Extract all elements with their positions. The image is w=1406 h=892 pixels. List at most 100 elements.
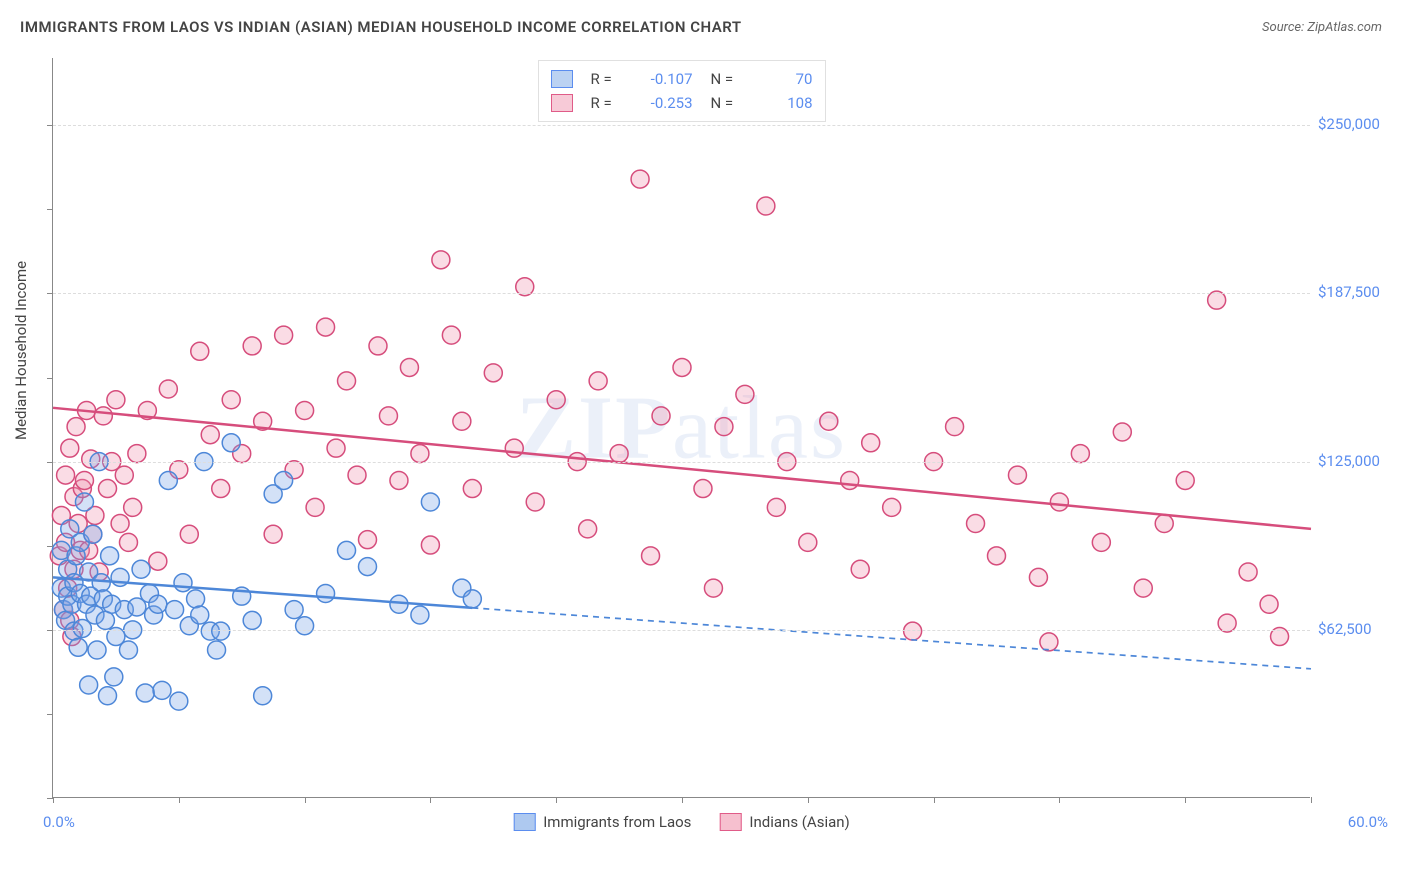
scatter-point-blue	[136, 684, 154, 702]
scatter-point-pink	[484, 364, 502, 382]
scatter-point-pink	[610, 445, 628, 463]
scatter-point-pink	[851, 560, 869, 578]
scatter-point-blue	[187, 590, 205, 608]
scatter-point-pink	[128, 445, 146, 463]
scatter-point-pink	[1176, 471, 1194, 489]
scatter-point-pink	[1040, 633, 1058, 651]
x-tick-mark	[1311, 797, 1312, 803]
scatter-point-pink	[432, 251, 450, 269]
scatter-point-pink	[736, 385, 754, 403]
scatter-point-pink	[57, 466, 75, 484]
scatter-point-blue	[254, 687, 272, 705]
scatter-point-pink	[463, 480, 481, 498]
scatter-point-pink	[453, 412, 471, 430]
scatter-point-pink	[526, 493, 544, 511]
chart-header: IMMIGRANTS FROM LAOS VS INDIAN (ASIAN) M…	[0, 0, 1406, 44]
scatter-point-blue	[84, 525, 102, 543]
scatter-svg	[53, 58, 1310, 797]
x-tick-mark	[556, 797, 557, 803]
scatter-point-blue	[411, 606, 429, 624]
scatter-point-pink	[317, 318, 335, 336]
scatter-point-blue	[105, 668, 123, 686]
x-tick-mark	[1059, 797, 1060, 803]
scatter-point-blue	[208, 641, 226, 659]
legend-r-value-pink: -0.253	[635, 94, 693, 112]
chart-source: Source: ZipAtlas.com	[1262, 20, 1382, 35]
scatter-point-blue	[222, 434, 240, 452]
scatter-point-blue	[174, 574, 192, 592]
scatter-point-blue	[149, 595, 167, 613]
scatter-point-pink	[1092, 533, 1110, 551]
y-tick-mark	[47, 630, 53, 631]
scatter-point-pink	[67, 418, 85, 436]
scatter-point-pink	[379, 407, 397, 425]
scatter-point-pink	[390, 471, 408, 489]
scatter-point-pink	[704, 579, 722, 597]
scatter-point-blue	[243, 611, 261, 629]
y-tick-mark	[47, 546, 53, 547]
scatter-point-blue	[166, 601, 184, 619]
scatter-point-pink	[222, 391, 240, 409]
scatter-point-blue	[390, 595, 408, 613]
x-tick-mark	[53, 797, 54, 803]
scatter-point-pink	[61, 439, 79, 457]
y-tick-mark	[47, 714, 53, 715]
scatter-point-pink	[149, 552, 167, 570]
y-tick-label: $187,500	[1318, 283, 1400, 301]
scatter-point-pink	[1155, 515, 1173, 533]
scatter-point-blue	[191, 606, 209, 624]
scatter-point-blue	[75, 493, 93, 511]
scatter-point-blue	[285, 601, 303, 619]
x-tick-mark	[934, 797, 935, 803]
scatter-point-pink	[1260, 595, 1278, 613]
scatter-point-pink	[306, 498, 324, 516]
legend-n-value-blue: 70	[755, 70, 813, 88]
x-tick-mark	[1185, 797, 1186, 803]
y-tick-mark	[47, 378, 53, 379]
scatter-point-blue	[463, 590, 481, 608]
y-tick-label: $250,000	[1318, 115, 1400, 133]
legend-n-label: N =	[711, 94, 737, 112]
scatter-point-pink	[1029, 568, 1047, 586]
legend-series: Immigrants from Laos Indians (Asian)	[513, 813, 850, 831]
scatter-point-pink	[799, 533, 817, 551]
scatter-point-pink	[862, 434, 880, 452]
scatter-point-blue	[359, 558, 377, 576]
scatter-point-pink	[967, 515, 985, 533]
x-tick-mark	[305, 797, 306, 803]
scatter-point-blue	[69, 638, 87, 656]
scatter-point-pink	[99, 480, 117, 498]
gridline	[53, 293, 1310, 294]
gridline	[53, 462, 1310, 463]
scatter-point-pink	[904, 622, 922, 640]
gridline	[53, 125, 1310, 126]
scatter-point-pink	[159, 380, 177, 398]
scatter-point-blue	[132, 560, 150, 578]
scatter-point-pink	[767, 498, 785, 516]
y-tick-label: $125,000	[1318, 452, 1400, 470]
scatter-point-pink	[579, 520, 597, 538]
scatter-point-pink	[124, 498, 142, 516]
scatter-point-pink	[883, 498, 901, 516]
scatter-point-pink	[757, 197, 775, 215]
y-tick-label: $62,500	[1318, 620, 1400, 638]
scatter-point-pink	[421, 536, 439, 554]
legend-stats-row-blue: R = -0.107 N = 70	[551, 67, 813, 91]
x-tick-mark	[430, 797, 431, 803]
legend-swatch-pink	[719, 813, 741, 831]
scatter-point-blue	[170, 692, 188, 710]
scatter-point-pink	[589, 372, 607, 390]
scatter-point-pink	[111, 515, 129, 533]
y-tick-mark	[47, 125, 53, 126]
scatter-point-pink	[400, 358, 418, 376]
legend-stats-box: R = -0.107 N = 70 R = -0.253 N = 108	[538, 60, 826, 122]
scatter-point-pink	[988, 547, 1006, 565]
scatter-point-pink	[201, 426, 219, 444]
scatter-point-blue	[296, 617, 314, 635]
chart-plot-area: ZIPatlas R = -0.107 N = 70 R = -0.253 N …	[52, 58, 1310, 798]
legend-n-label: N =	[711, 70, 737, 88]
scatter-point-blue	[317, 584, 335, 602]
scatter-point-pink	[180, 525, 198, 543]
scatter-point-pink	[119, 533, 137, 551]
scatter-point-pink	[1134, 579, 1152, 597]
